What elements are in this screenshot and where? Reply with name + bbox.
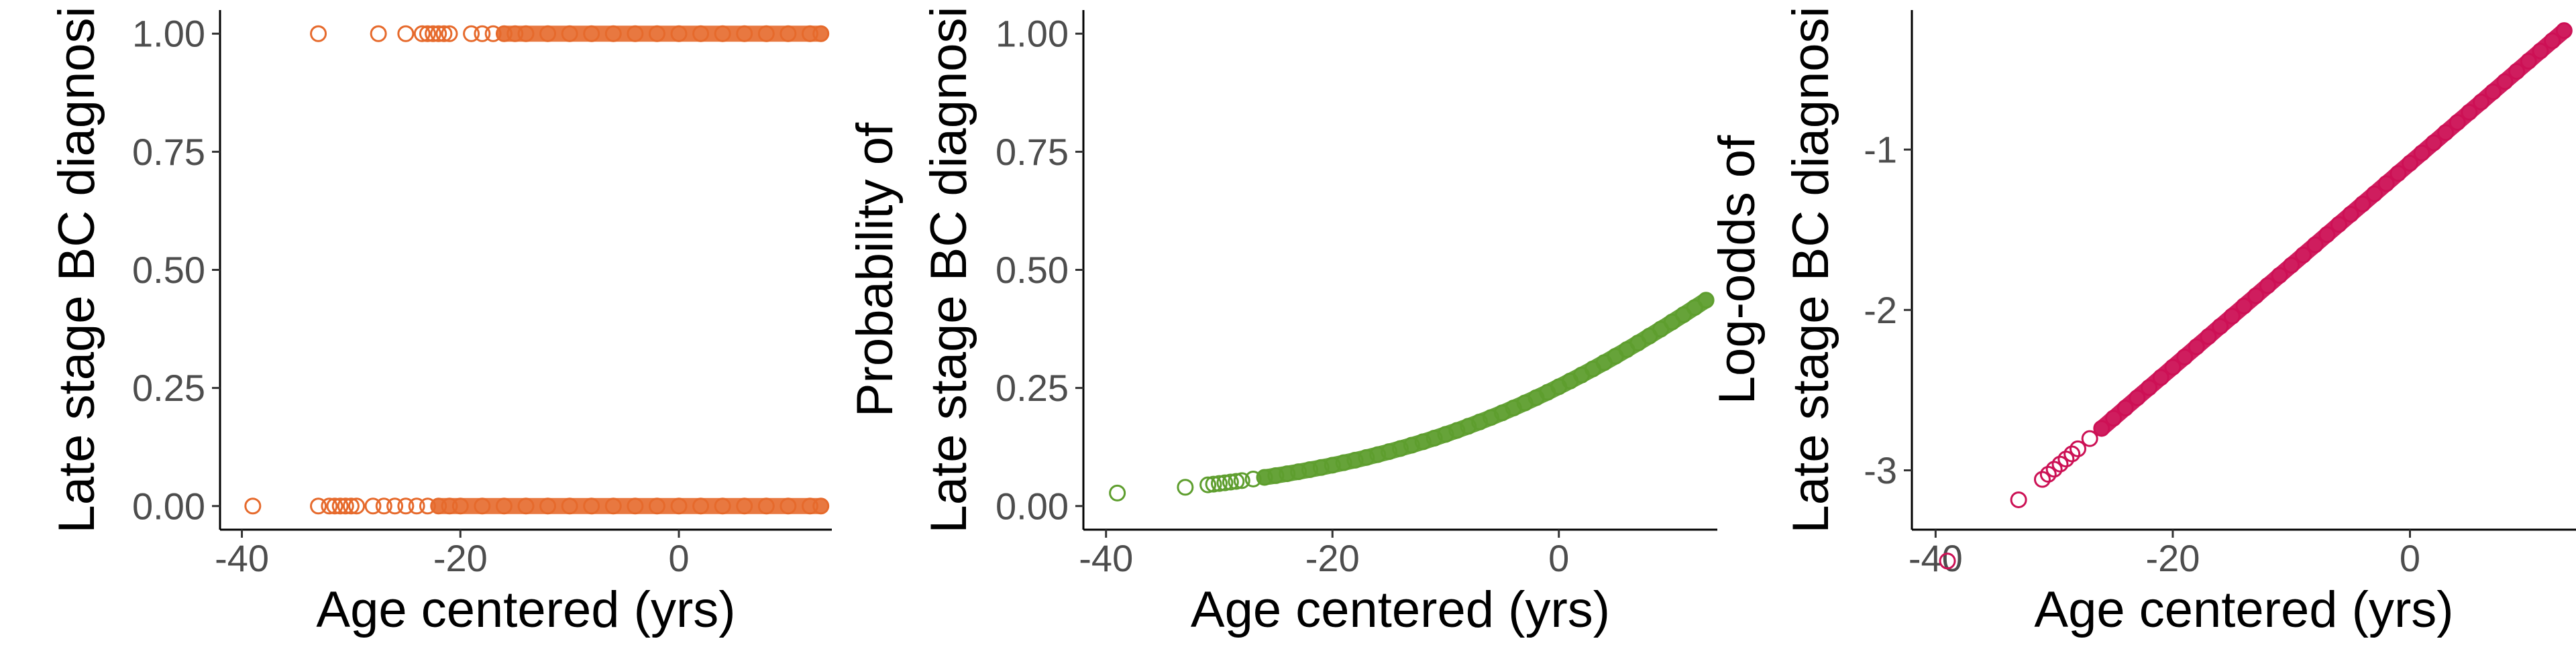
y-tick-label: 0.50 xyxy=(132,249,205,291)
data-point xyxy=(331,497,349,515)
data-point xyxy=(375,497,392,515)
data-point xyxy=(408,497,425,515)
data-point xyxy=(1199,476,1217,493)
x-tick-label: -40 xyxy=(215,537,269,579)
data-point xyxy=(342,497,360,515)
y-tick-label: 0.00 xyxy=(996,485,1069,527)
y-tick-label: 0.75 xyxy=(132,131,205,173)
data-point xyxy=(413,25,431,42)
y-tick-label: 0.00 xyxy=(132,485,205,527)
data-point xyxy=(1228,473,1245,490)
data-point xyxy=(1211,475,1228,492)
y-axis-title: Late stage BC diagnosi xyxy=(920,7,977,534)
data-point xyxy=(1177,479,1194,496)
data-point xyxy=(2081,430,2098,447)
data-point xyxy=(244,497,262,515)
x-tick-label: -40 xyxy=(1079,537,1133,579)
data-point xyxy=(397,497,415,515)
x-tick-label: -20 xyxy=(2145,537,2200,579)
y-axis-title: Late stage BC diagnosi xyxy=(48,7,105,534)
data-point xyxy=(370,25,387,42)
x-tick-label: 0 xyxy=(2400,537,2420,579)
data-point xyxy=(386,497,404,515)
x-tick-label: 0 xyxy=(1548,537,1569,579)
data-point xyxy=(2033,471,2051,488)
data-point xyxy=(348,497,366,515)
dense-series-band xyxy=(1256,292,1715,485)
x-axis-title: Age centered (yrs) xyxy=(1191,581,1610,638)
data-point xyxy=(2010,491,2027,508)
data-point xyxy=(321,497,338,515)
data-point xyxy=(2057,451,2075,468)
data-point xyxy=(326,497,343,515)
data-point xyxy=(1216,474,1234,491)
data-points xyxy=(244,25,830,515)
dense-point-band xyxy=(1256,292,1715,485)
data-point xyxy=(435,25,453,42)
data-point xyxy=(419,25,436,42)
x-tick-label: 0 xyxy=(668,537,689,579)
y-axis-title: Late stage BC diagnosi xyxy=(1782,7,1839,534)
y-tick-label: 0.75 xyxy=(996,131,1069,173)
x-tick-label: -20 xyxy=(433,537,488,579)
data-point xyxy=(310,25,327,42)
dense-point-band xyxy=(430,25,829,514)
data-point xyxy=(2070,440,2086,457)
y-tick-label: 0.50 xyxy=(996,249,1069,291)
y-tick-label: -2 xyxy=(1864,289,1897,331)
dense-point-band xyxy=(2093,22,2573,436)
data-point xyxy=(2051,455,2069,473)
data-point xyxy=(397,25,415,42)
data-point xyxy=(1222,473,1239,491)
data-point xyxy=(1939,552,1956,570)
data-point xyxy=(1109,484,1126,502)
data-point xyxy=(425,25,442,42)
data-point xyxy=(1205,475,1222,493)
data-point xyxy=(2039,465,2057,483)
y-tick-label: 0.25 xyxy=(132,367,205,409)
y-tick-label: -3 xyxy=(1864,449,1897,491)
y-tick-label: 0.25 xyxy=(996,367,1069,409)
y-tick-label: 1.00 xyxy=(132,13,205,55)
data-points xyxy=(1109,292,1715,502)
data-point xyxy=(1233,472,1250,489)
y-tick-label: 1.00 xyxy=(996,13,1069,55)
data-point xyxy=(441,25,458,42)
data-point xyxy=(463,25,480,42)
data-point xyxy=(2063,445,2081,463)
data-point xyxy=(430,25,447,42)
y-tick-label: -1 xyxy=(1864,129,1897,171)
data-point xyxy=(310,497,327,515)
data-point xyxy=(337,497,354,515)
data-point xyxy=(2045,461,2063,478)
data-point xyxy=(474,25,491,42)
x-axis-title: Age centered (yrs) xyxy=(316,581,735,638)
dense-series-band xyxy=(2093,22,2573,436)
y-axis-title: Probability of xyxy=(847,122,904,417)
x-axis-title: Age centered (yrs) xyxy=(2034,581,2453,638)
y-axis-title: Log-odds of xyxy=(1709,135,1766,404)
data-point xyxy=(364,497,382,515)
x-tick-label: -20 xyxy=(1305,537,1360,579)
